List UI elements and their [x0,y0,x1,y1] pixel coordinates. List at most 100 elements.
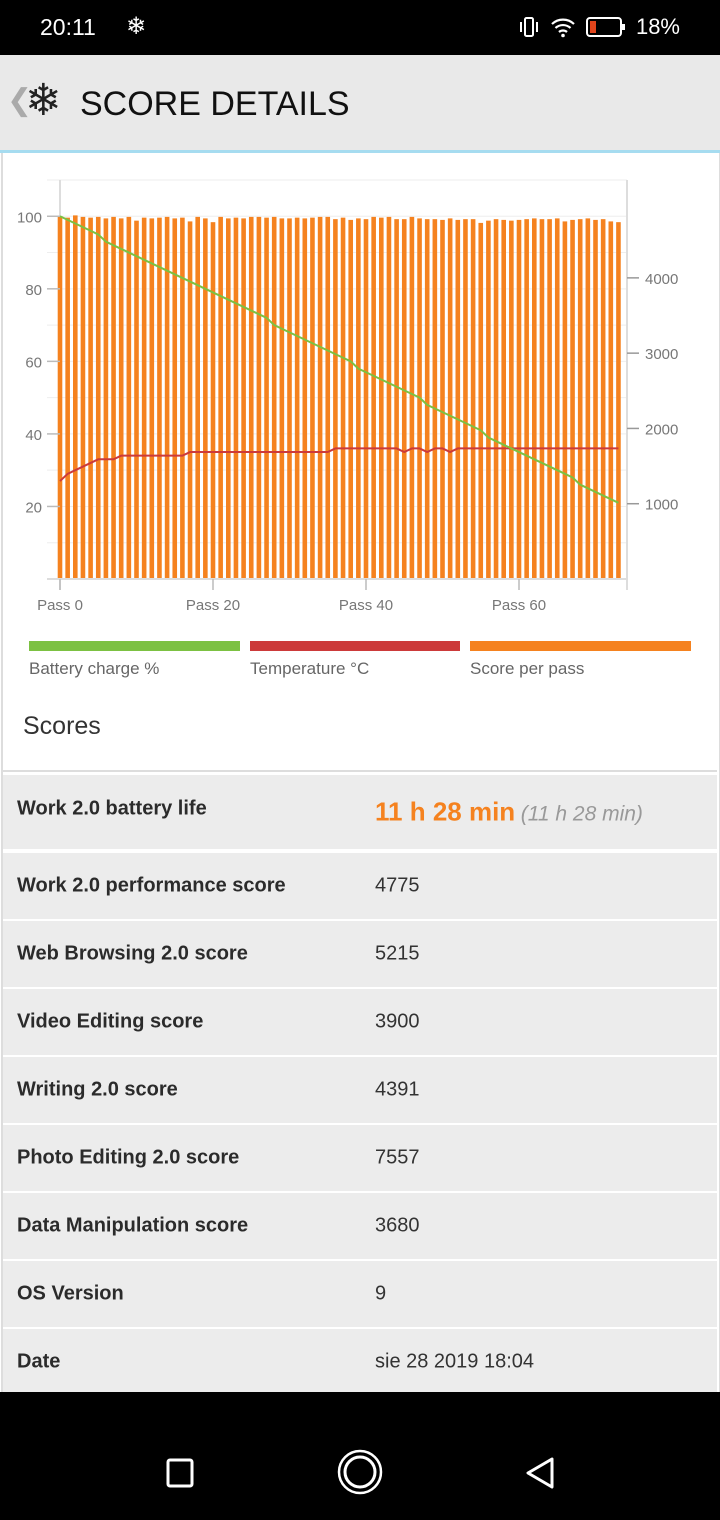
battery-chart: 20 40 60 80 100 1000 2000 3000 4000 Pass 0 Pass 20… [17,179,678,614]
legend-label: Temperature °C [250,659,370,678]
back-triangle-icon[interactable] [524,1456,556,1490]
score-bar [256,216,262,579]
scores-heading: Scores [23,712,101,740]
left-tick-label: 60 [25,354,42,371]
score-bar [493,219,499,580]
score-bar [65,217,70,579]
score-bar [57,216,63,579]
score-bar [363,219,369,580]
score-bar [600,219,606,580]
row-label: Writing 2.0 score [17,1078,178,1101]
table-row: Data Manipulation score 3680 [3,1193,717,1259]
legend-swatch [29,641,240,651]
score-bar [80,216,86,579]
chevron-left-icon[interactable]: ❮ [7,84,33,117]
legend-swatch [470,641,691,651]
score-bar [218,216,223,579]
temperature-line [59,447,619,482]
score-bar [203,218,208,579]
score-bar [539,219,545,580]
score-bar [333,219,338,580]
row-label: Web Browsing 2.0 score [17,942,248,965]
score-bar [73,215,78,579]
x-tick-label: Pass 20 [186,597,240,614]
left-tick-label: 100 [17,209,42,226]
legend-score: Score per pass [470,641,691,681]
legend-label: Score per pass [470,659,585,678]
battery-line [59,215,619,504]
score-bar [424,219,430,580]
row-label: Work 2.0 battery life [17,797,207,820]
snowflake-icon: ❄ [126,13,147,40]
table-row: Date sie 28 2019 18:04 [3,1329,717,1395]
score-bar [455,219,461,579]
score-bar [516,219,522,579]
score-bar [241,218,246,579]
score-bar [164,216,170,579]
table-row: Video Editing score 3900 [3,989,717,1055]
score-bar [585,218,591,579]
score-bar [195,216,200,579]
score-bar [608,221,614,580]
right-tick-label: 3000 [645,346,678,363]
app-header: ❮ ❄ SCORE DETAILS [0,55,720,153]
score-bar [356,218,361,579]
legend-swatch [250,641,460,651]
score-bar [524,219,529,580]
score-bar [180,217,185,579]
score-bar [88,217,93,579]
score-bar [187,221,193,580]
row-label: Photo Editing 2.0 score [17,1146,240,1169]
score-bar [486,220,491,579]
table-row: Writing 2.0 score 4391 [3,1057,717,1123]
battery-life-value: 11 h 28 min [375,796,516,827]
score-bar [440,219,445,579]
score-bar [562,221,568,580]
snowflake-icon: ❄ [25,76,62,125]
score-bar [264,217,269,579]
legend-battery: Battery charge % [29,641,240,681]
row-value: 9 [375,1282,387,1305]
battery-icon [585,17,625,37]
score-bar [103,218,109,579]
score-bar [570,219,575,579]
score-bar [287,218,292,579]
score-bar [157,217,162,579]
battery-life-sub: (11 h 28 min) [520,802,643,826]
left-tick-label: 80 [25,282,42,299]
wifi-icon [551,18,575,38]
row-label: Work 2.0 performance score [17,874,286,897]
legend-label: Battery charge % [29,659,160,678]
page-title: SCORE DETAILS [80,85,350,123]
legend-temperature: Temperature °C [250,641,460,681]
row-value: sie 28 2019 18:04 [375,1350,535,1373]
vibrate-icon [519,17,538,37]
right-tick-label: 4000 [645,271,678,288]
row-value: 3900 [375,1010,420,1033]
score-bar [501,219,506,579]
recents-square-icon[interactable] [166,1458,194,1488]
score-bar [348,219,353,579]
score-bar [409,216,415,579]
score-bar [317,216,323,579]
x-tick-label: Pass 40 [339,597,393,614]
row-value: 3680 [375,1214,420,1237]
score-bar [394,219,399,580]
row-label: Video Editing score [17,1010,204,1033]
home-circle-icon[interactable] [337,1449,383,1495]
score-bar [172,218,178,579]
clock: 20:11 [40,14,96,40]
score-bar [279,218,285,579]
navigation-bar [0,1392,720,1520]
right-tick-label: 2000 [645,421,678,438]
score-bar [463,219,468,580]
score-bar [470,219,476,580]
score-bar [509,220,514,579]
score-bar [118,218,124,579]
row-value: 7557 [375,1146,420,1169]
score-bar [547,219,552,580]
table-row: Work 2.0 performance score 4775 [3,853,717,919]
score-bar [149,218,155,579]
scores-table: Work 2.0 battery life 11 h 28 min (11 h … [3,770,717,1397]
table-row: Work 2.0 battery life 11 h 28 min (11 h … [3,775,717,849]
